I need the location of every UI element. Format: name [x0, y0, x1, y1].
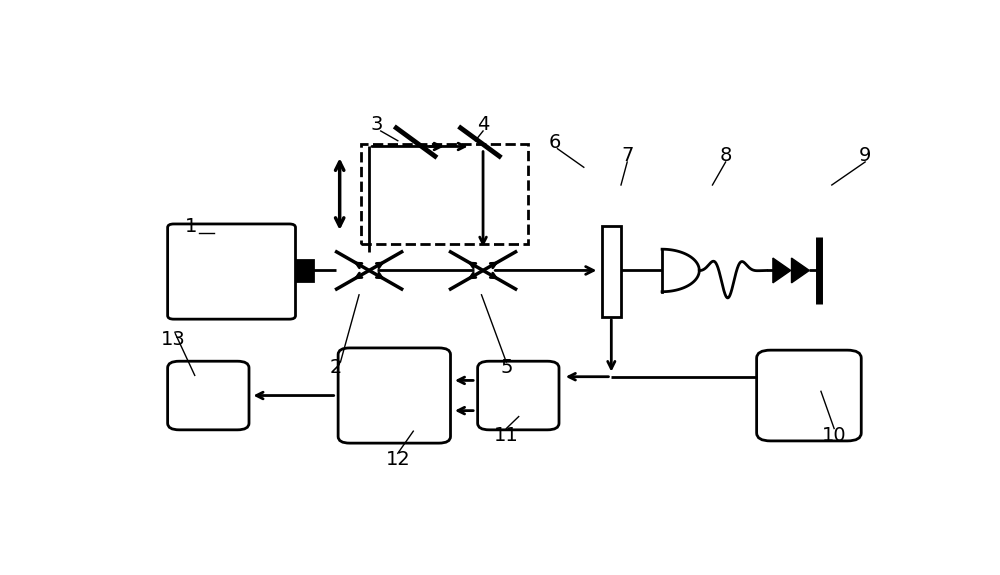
- Text: 11: 11: [494, 426, 519, 445]
- Bar: [296, 260, 313, 281]
- Polygon shape: [773, 258, 791, 283]
- Text: 7: 7: [621, 146, 633, 165]
- Polygon shape: [792, 258, 809, 283]
- Text: 1: 1: [185, 217, 197, 236]
- Text: 13: 13: [161, 331, 185, 350]
- FancyBboxPatch shape: [478, 361, 559, 430]
- FancyBboxPatch shape: [168, 224, 296, 319]
- FancyBboxPatch shape: [168, 361, 249, 430]
- Text: 10: 10: [822, 426, 846, 445]
- Text: 4: 4: [477, 115, 489, 134]
- Bar: [602, 226, 621, 317]
- Text: 2: 2: [330, 358, 342, 377]
- Text: 3: 3: [371, 115, 383, 134]
- FancyBboxPatch shape: [338, 348, 451, 443]
- Bar: [361, 144, 528, 244]
- Text: 12: 12: [385, 450, 410, 469]
- Text: 6: 6: [549, 133, 561, 152]
- Text: 8: 8: [719, 146, 732, 165]
- Text: 5: 5: [500, 358, 513, 377]
- Text: 9: 9: [859, 146, 871, 165]
- FancyBboxPatch shape: [757, 350, 861, 441]
